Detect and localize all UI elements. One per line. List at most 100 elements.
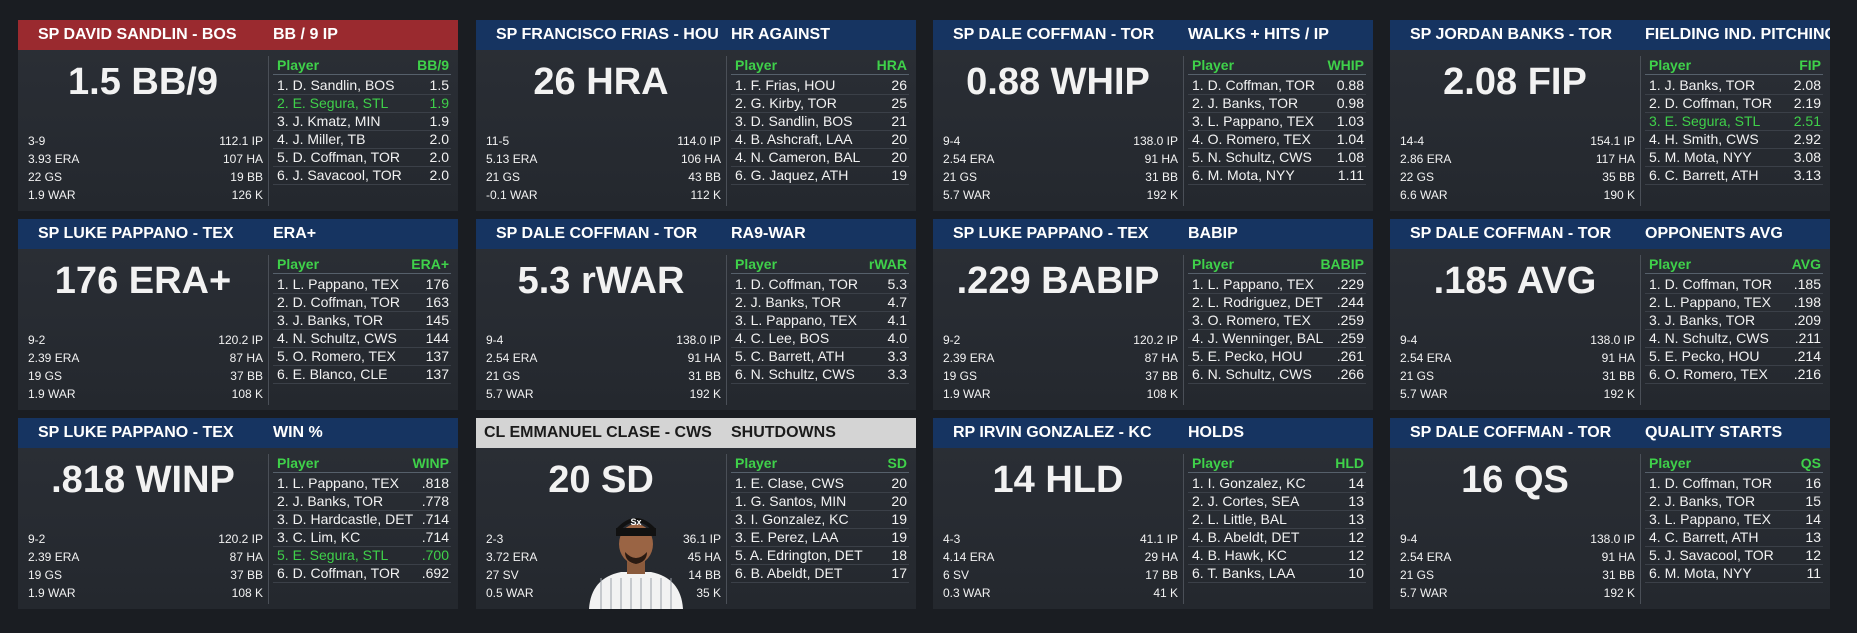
leader-row: 4. B. Ashcraft, LAA 20 — [731, 130, 909, 149]
headline-stat: 1.5 BB/9 — [68, 61, 218, 103]
leader-player: 3. L. Pappano, TEX — [1192, 113, 1314, 129]
table-header: Player rWAR — [731, 255, 909, 274]
leader-player: 2. J. Cortes, SEA — [1192, 493, 1300, 509]
stat-right: 91 HA — [1144, 152, 1178, 166]
leader-player: 2. L. Rodriguez, DET — [1192, 294, 1323, 310]
stat-right: 154.1 IP — [1590, 134, 1635, 148]
leader-player: 1. G. Santos, MIN — [735, 493, 847, 509]
stat-left: 9-4 — [486, 333, 504, 347]
leader-row: 1. F. Frias, HOU 26 — [731, 76, 909, 95]
stat-line: 22 GS 35 BB — [1400, 168, 1635, 186]
stat-right: 112 K — [690, 188, 721, 202]
leader-row: 6. T. Banks, LAA 10 — [1188, 564, 1366, 583]
leader-row: 4. J. Miller, TB 2.0 — [273, 130, 451, 149]
leader-player: 4. O. Romero, TEX — [1192, 131, 1311, 147]
stat-line: 21 GS 31 BB — [1400, 566, 1635, 584]
table-header: Player BB/9 — [273, 56, 451, 75]
column-player: Player — [277, 455, 320, 471]
leader-row: 3. L. Pappano, TEX 4.1 — [731, 311, 909, 330]
panel-header: SP JORDAN BANKS - TOR FIELDING IND. PITCH… — [1390, 20, 1830, 50]
stat-line: 2.54 ERA 91 HA — [1400, 349, 1635, 367]
leader-value: 20 — [891, 493, 907, 509]
leader-row: 5. E. Pecko, HOU .261 — [1188, 347, 1366, 366]
leader-player: 6. M. Mota, NYY — [1649, 565, 1752, 581]
stat-line: 3.93 ERA 107 HA — [28, 150, 263, 168]
stat-right: 87 HA — [229, 351, 263, 365]
stat-title: FIELDING IND. PITCHING — [1645, 26, 1830, 43]
leader-panel: SP LUKE PAPPANO - TEX BABIP .229 BABIP 9-2 1… — [933, 219, 1373, 410]
headline-stat: 26 HRA — [533, 61, 669, 103]
leader-player: 1. L. Pappano, TEX — [277, 276, 399, 292]
stat-line: 2-3 36.1 IP — [486, 530, 721, 548]
leader-value: 1.03 — [1336, 113, 1364, 129]
column-stat: WINP — [412, 455, 449, 471]
headline-stat: 20 SD — [548, 459, 654, 501]
leader-value: 19 — [891, 167, 907, 183]
leader-player: 5. D. Coffman, TOR — [277, 149, 400, 165]
leader-row: 1. D. Coffman, TOR .185 — [1645, 275, 1823, 294]
leader-name: SP DALE COFFMAN - TOR — [1410, 225, 1612, 242]
leader-value: 13 — [1348, 511, 1364, 527]
divider — [1183, 454, 1184, 604]
leader-player: 6. B. Abeldt, DET — [735, 565, 843, 581]
leader-player: 3. O. Romero, TEX — [1192, 312, 1311, 328]
stat-right: 114.0 IP — [677, 134, 721, 148]
leader-row: 6. M. Mota, NYY 1.11 — [1188, 166, 1366, 185]
stat-right: 31 BB — [1602, 369, 1635, 383]
stat-right: 108 K — [1146, 387, 1178, 401]
stat-right: 192 K — [1146, 188, 1178, 202]
stat-line: 21 GS 31 BB — [486, 367, 721, 385]
stat-right: 117 HA — [1595, 152, 1635, 166]
stat-right: 87 HA — [1144, 351, 1178, 365]
stat-left: 21 GS — [486, 170, 521, 184]
leader-row: 2. J. Banks, TOR .778 — [273, 492, 451, 511]
panel-header: SP DALE COFFMAN - TOR WALKS + HITS / IP — [933, 20, 1373, 50]
leader-row: 1. E. Clase, CWS 20 — [731, 474, 909, 493]
stat-left: 2-3 — [486, 532, 504, 546]
leader-value: 13 — [1348, 493, 1364, 509]
leader-value: 25 — [891, 95, 907, 111]
leader-row: 1. I. Gonzalez, KC 14 — [1188, 474, 1366, 493]
svg-text:Sx: Sx — [630, 517, 641, 527]
leader-player: 2. L. Little, BAL — [1192, 511, 1287, 527]
headline-stat: 14 HLD — [992, 459, 1124, 501]
panel-header: SP LUKE PAPPANO - TEX BABIP — [933, 219, 1373, 249]
stat-left: 2.39 ERA — [28, 351, 80, 365]
leader-panel: SP FRANCISCO FRIAS - HOU HR AGAINST 26 HRA… — [476, 20, 916, 211]
column-player: Player — [735, 455, 778, 471]
leader-row: 1. G. Santos, MIN 20 — [731, 492, 909, 511]
leader-value: 19 — [891, 511, 907, 527]
leader-row: 5. N. Schultz, CWS 1.08 — [1188, 148, 1366, 167]
leader-value: 3.13 — [1793, 167, 1821, 183]
leader-value: 17 — [891, 565, 907, 581]
column-player: Player — [1649, 57, 1692, 73]
leader-row: 1. L. Pappano, TEX 176 — [273, 275, 451, 294]
stat-right: 17 BB — [1145, 568, 1178, 582]
stat-line: 4-3 41.1 IP — [943, 530, 1178, 548]
column-player: Player — [1192, 256, 1235, 272]
divider — [1640, 56, 1641, 206]
stat-left: 9-2 — [28, 532, 46, 546]
stat-right: 91 HA — [1601, 550, 1635, 564]
leader-value: 14 — [1348, 475, 1364, 491]
leader-value: 3.3 — [887, 348, 907, 364]
stat-right: 31 BB — [688, 369, 721, 383]
stat-line: 3.72 ERA 45 HA — [486, 548, 721, 566]
table-header: Player SD — [731, 454, 909, 473]
stat-line: 5.7 WAR 192 K — [486, 385, 721, 403]
stat-title: BABIP — [1188, 225, 1238, 242]
leader-player: 3. D. Sandlin, BOS — [735, 113, 853, 129]
stat-right: 126 K — [231, 188, 263, 202]
leader-row: 1. L. Pappano, TEX .229 — [1188, 275, 1366, 294]
panel-header: SP DAVID SANDLIN - BOS BB / 9 IP — [18, 20, 458, 50]
stat-right: 43 BB — [688, 170, 721, 184]
leader-player: 6. D. Coffman, TOR — [277, 565, 400, 581]
leader-player: 1. D. Coffman, TOR — [1192, 77, 1315, 93]
leader-player: 1. D. Sandlin, BOS — [277, 77, 395, 93]
stat-line: 21 GS 31 BB — [943, 168, 1178, 186]
leader-name: SP DALE COFFMAN - TOR — [953, 26, 1155, 43]
stat-left: 5.7 WAR — [943, 188, 991, 202]
column-player: Player — [1649, 256, 1692, 272]
stat-title: WIN % — [273, 424, 323, 441]
divider — [1183, 255, 1184, 405]
